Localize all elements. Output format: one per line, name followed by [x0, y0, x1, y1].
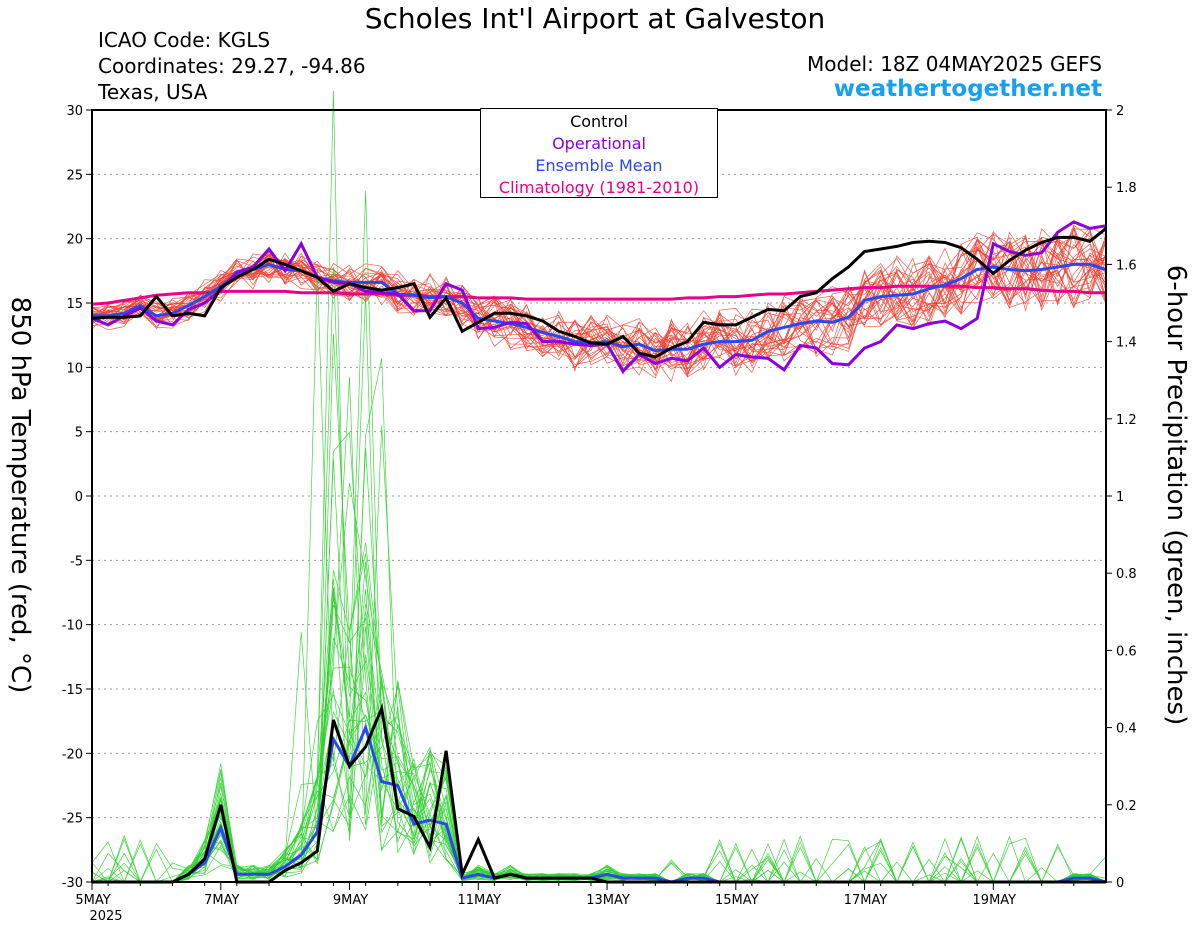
precip-member-line: [92, 587, 1200, 883]
y-right-tick-label: 0.6: [1116, 644, 1137, 659]
precip-member-line: [91, 716, 1200, 883]
plot-frame: [91, 109, 1107, 883]
x-tick-label: 15MAY: [715, 893, 759, 908]
x-tick-label: 17MAY: [844, 893, 888, 908]
legend-operational: Operational: [552, 134, 646, 153]
y-left-tick-label: -5: [70, 554, 83, 569]
precip-member-line: [92, 677, 1200, 883]
y-left-tick-label: 25: [66, 168, 83, 183]
y-right-tick-label: 0.8: [1116, 567, 1137, 582]
precip-member-line: [91, 190, 1200, 883]
y-right-tick-label: 1.2: [1116, 413, 1137, 428]
precip-member-line: [92, 593, 1200, 883]
precip-member-line: [92, 431, 1200, 883]
y-right-tick-label: 1: [1116, 490, 1124, 505]
precip-member-line: [92, 714, 1200, 883]
y-right-tick-label: 2: [1116, 104, 1124, 119]
x-tick-label: 11MAY: [457, 893, 501, 908]
model-run: Model: 18Z 04MAY2025 GEFS: [807, 52, 1102, 76]
y-right-tick-label: 0.2: [1116, 799, 1137, 814]
site-link[interactable]: weathertogether.net: [833, 76, 1102, 102]
precip-member-line: [91, 458, 1200, 883]
y-left-tick-label: -15: [62, 683, 83, 698]
control-precip-line: [92, 702, 1200, 884]
temp-member-line: [91, 218, 1200, 365]
precip-member-line: [92, 719, 1200, 883]
y-right-tick-label: 0.4: [1116, 722, 1137, 737]
legend-climatology: Climatology (1981-2010): [498, 178, 700, 197]
x-tick-label: 9MAY: [333, 893, 368, 908]
legend: Control Operational Ensemble Mean Climat…: [480, 108, 718, 198]
x-tick-label: 7MAY: [204, 893, 239, 908]
precip-member-line: [92, 666, 1200, 883]
y-right-tick-label: 1.6: [1116, 258, 1137, 273]
precip-member-line: [92, 553, 1200, 883]
x-tick-sublabel: 2025: [89, 909, 122, 924]
precip-member-line: [92, 270, 1200, 883]
precip-member-line: [92, 561, 1200, 883]
icao-code: ICAO Code: KGLS: [98, 28, 271, 52]
y-right-tick-label: 0: [1116, 876, 1124, 891]
ensemble-mean-precip-line: [92, 723, 1200, 884]
x-tick-label: 5MAY: [75, 893, 110, 908]
legend-ensemble-mean: Ensemble Mean: [535, 156, 663, 175]
precip-member-line: [91, 333, 1200, 883]
y-right-tick-label: 1.8: [1116, 181, 1137, 196]
coordinates: Coordinates: 29.27, -94.86: [98, 54, 366, 78]
right-margin-mask: [1106, 0, 1200, 927]
y-left-tick-label: 30: [66, 104, 83, 119]
precip-member-line: [92, 710, 1200, 883]
y-left-tick-label: -25: [62, 812, 83, 827]
precip-member-line: [92, 714, 1200, 883]
y-left-tick-label: 15: [66, 297, 83, 312]
temp-member-line: [91, 210, 1200, 362]
legend-control: Control: [570, 112, 628, 131]
y-right-tick-label: 1.4: [1116, 336, 1137, 351]
y-axis-right-label: 6-hour Precipitation (green, inches): [1161, 264, 1191, 726]
precip-member-line: [92, 376, 1200, 883]
precip-member-line: [92, 588, 1200, 883]
precip-member-line: [92, 294, 1200, 883]
y-axis-left-label: 850 hPa Temperature (red, °C): [5, 296, 35, 694]
y-left-tick-label: 5: [75, 426, 83, 441]
precip-member-line: [92, 604, 1200, 883]
chart-title: Scholes Int'l Airport at Galveston: [364, 2, 826, 35]
precip-member-line: [92, 90, 1200, 883]
precip-member-line: [92, 447, 1200, 883]
climatology-line: [91, 284, 1200, 306]
y-left-tick-label: -30: [62, 876, 83, 891]
x-tick-label: 13MAY: [586, 893, 630, 908]
temp-member-line: [91, 220, 1200, 362]
precip-member-line: [91, 358, 1200, 883]
left-margin-mask: [0, 0, 92, 927]
y-left-tick-label: -20: [62, 747, 83, 762]
precip-member-line: [92, 694, 1200, 883]
precip-member-line: [91, 732, 1200, 883]
top-margin-area: [92, 0, 1106, 110]
y-left-tick-label: -10: [62, 619, 83, 634]
y-left-tick-label: 10: [66, 361, 83, 376]
precip-member-line: [92, 482, 1200, 883]
y-left-tick-label: 20: [66, 233, 83, 248]
x-tick-label: 19MAY: [973, 893, 1017, 908]
y-left-tick-label: 0: [75, 490, 83, 505]
temp-member-line: [91, 224, 1200, 361]
precip-member-line: [91, 611, 1200, 883]
region: Texas, USA: [98, 80, 208, 104]
